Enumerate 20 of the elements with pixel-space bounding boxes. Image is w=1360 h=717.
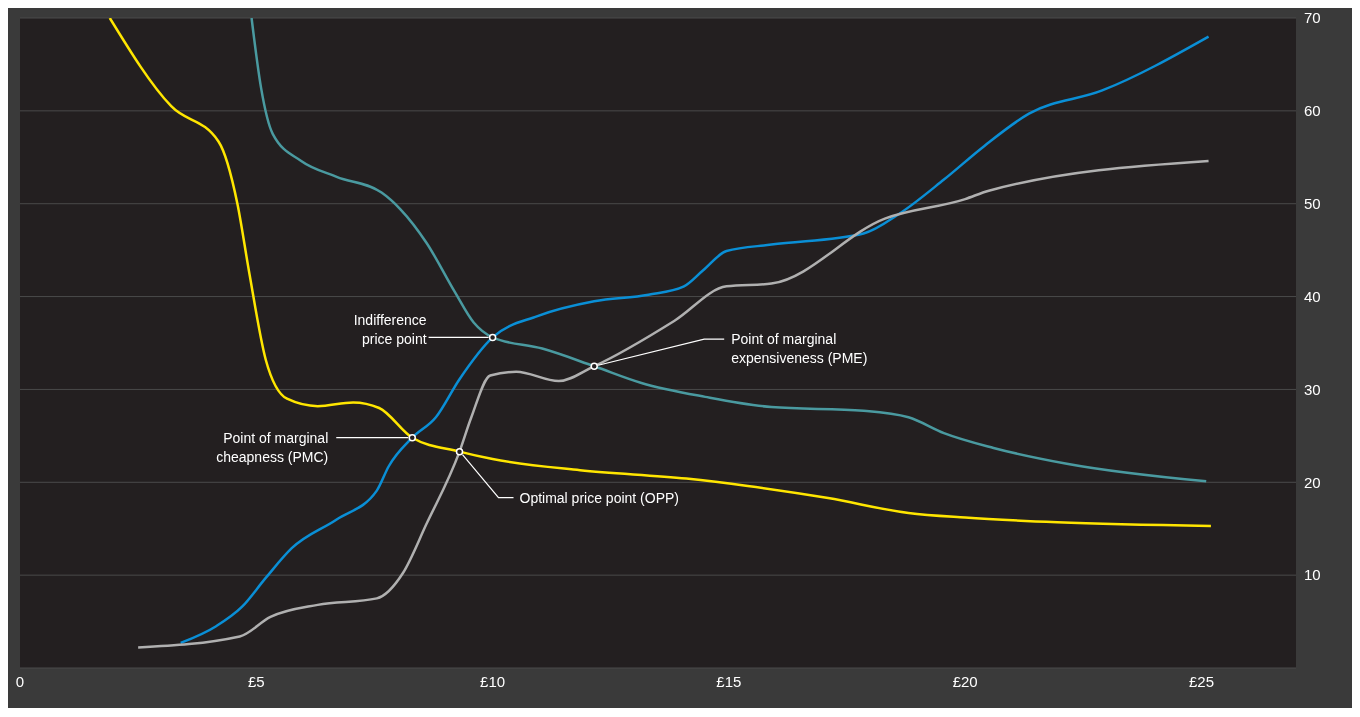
x-tick-label: £25: [1188, 672, 1214, 690]
annotation: Indifference price point: [353, 312, 427, 348]
y-tick-label: 20: [1304, 473, 1321, 491]
y-tick-label: 70: [1304, 9, 1321, 27]
annotation: Point of marginal cheapness (PMC): [216, 429, 329, 465]
y-tick-label: 10: [1304, 566, 1321, 584]
line-series: [108, 18, 1213, 528]
x-tick-label: £10: [480, 672, 506, 690]
line-series: [179, 35, 1210, 645]
y-tick-label: 40: [1304, 287, 1321, 305]
y-tick-label: 60: [1304, 102, 1321, 120]
x-tick-label: £15: [716, 672, 742, 690]
x-tick-label: 0: [15, 672, 25, 690]
y-tick-label: 50: [1304, 195, 1321, 213]
annotation: Point of marginal expensiveness (PME): [731, 331, 868, 367]
line-series: [136, 159, 1210, 649]
y-tick-label: 30: [1304, 380, 1321, 398]
x-tick-label: £20: [952, 672, 978, 690]
x-tick-label: £5: [247, 672, 265, 690]
annotation: Optimal price point (OPP): [519, 489, 680, 506]
